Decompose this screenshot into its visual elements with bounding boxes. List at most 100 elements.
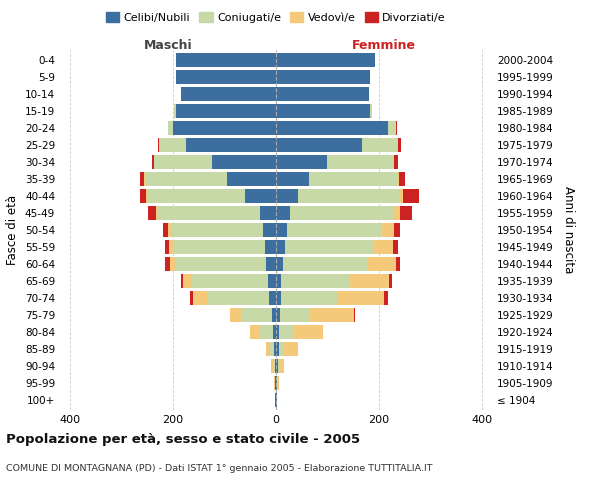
Bar — [173, 240, 265, 254]
Bar — [278, 342, 284, 356]
Bar — [276, 70, 370, 84]
Bar — [280, 308, 310, 322]
Bar — [245, 189, 276, 203]
Bar — [140, 172, 145, 186]
Bar — [276, 274, 281, 288]
Bar — [154, 155, 212, 169]
Bar — [176, 257, 266, 271]
Bar — [310, 172, 398, 186]
Bar — [276, 240, 285, 254]
Bar — [276, 121, 388, 135]
Bar — [397, 138, 398, 152]
Bar — [403, 189, 419, 203]
Bar — [158, 206, 260, 220]
Bar — [268, 274, 276, 288]
Text: Femmine: Femmine — [352, 38, 416, 52]
Bar — [298, 189, 400, 203]
Bar — [276, 308, 280, 322]
Bar — [276, 53, 375, 67]
Bar — [266, 342, 271, 356]
Bar — [148, 189, 245, 203]
Text: COMUNE DI MONTAGNANA (PD) - Dati ISTAT 1° gennaio 2005 - Elaborazione TUTTITALIA: COMUNE DI MONTAGNANA (PD) - Dati ISTAT 1… — [6, 464, 433, 473]
Bar — [353, 308, 355, 322]
Bar — [250, 325, 259, 339]
Bar — [370, 104, 371, 118]
Bar — [276, 359, 278, 373]
Bar — [310, 308, 353, 322]
Bar — [173, 121, 276, 135]
Bar — [146, 189, 148, 203]
Bar — [275, 359, 276, 373]
Bar — [337, 291, 384, 305]
Bar — [276, 155, 328, 169]
Bar — [393, 240, 398, 254]
Bar — [148, 206, 156, 220]
Bar — [190, 291, 193, 305]
Bar — [276, 172, 310, 186]
Bar — [362, 138, 397, 152]
Bar — [260, 206, 276, 220]
Bar — [192, 274, 268, 288]
Bar — [281, 291, 337, 305]
Bar — [276, 325, 278, 339]
Bar — [165, 240, 169, 254]
Bar — [400, 206, 412, 220]
Bar — [278, 359, 280, 373]
Bar — [159, 138, 186, 152]
Bar — [276, 189, 298, 203]
Bar — [276, 87, 368, 101]
Y-axis label: Anni di nascita: Anni di nascita — [562, 186, 575, 274]
Bar — [186, 138, 276, 152]
Bar — [176, 70, 276, 84]
Bar — [272, 308, 276, 322]
Bar — [398, 172, 399, 186]
Bar — [168, 121, 173, 135]
Bar — [276, 376, 277, 390]
Bar — [181, 87, 276, 101]
Bar — [384, 291, 388, 305]
Y-axis label: Fasce di età: Fasce di età — [7, 195, 19, 265]
Bar — [163, 223, 168, 237]
Bar — [174, 104, 176, 118]
Bar — [156, 206, 158, 220]
Bar — [263, 223, 276, 237]
Legend: Celibi/Nubili, Coniugati/e, Vedovì/e, Divorziati/e: Celibi/Nubili, Coniugati/e, Vedovì/e, Di… — [103, 9, 449, 26]
Bar — [398, 138, 401, 152]
Bar — [241, 308, 272, 322]
Bar — [176, 53, 276, 67]
Bar — [158, 138, 159, 152]
Bar — [271, 359, 273, 373]
Bar — [259, 325, 274, 339]
Bar — [176, 104, 276, 118]
Bar — [290, 206, 394, 220]
Bar — [266, 257, 276, 271]
Bar — [287, 223, 382, 237]
Bar — [169, 240, 173, 254]
Bar — [166, 257, 170, 271]
Bar — [400, 189, 403, 203]
Bar — [382, 223, 394, 237]
Text: Popolazione per età, sesso e stato civile - 2005: Popolazione per età, sesso e stato civil… — [6, 432, 360, 446]
Bar — [140, 189, 146, 203]
Bar — [278, 325, 293, 339]
Bar — [284, 342, 298, 356]
Bar — [389, 274, 392, 288]
Bar — [276, 104, 370, 118]
Bar — [274, 342, 276, 356]
Bar — [212, 155, 276, 169]
Bar — [283, 257, 368, 271]
Bar — [269, 291, 276, 305]
Bar — [276, 138, 362, 152]
Bar — [183, 274, 192, 288]
Bar — [227, 172, 276, 186]
Bar — [293, 325, 323, 339]
Bar — [265, 240, 276, 254]
Bar — [152, 155, 154, 169]
Bar — [349, 274, 389, 288]
Bar — [281, 274, 349, 288]
Bar — [207, 291, 269, 305]
Bar — [399, 172, 405, 186]
Bar — [285, 240, 374, 254]
Bar — [397, 257, 400, 271]
Bar — [368, 257, 397, 271]
